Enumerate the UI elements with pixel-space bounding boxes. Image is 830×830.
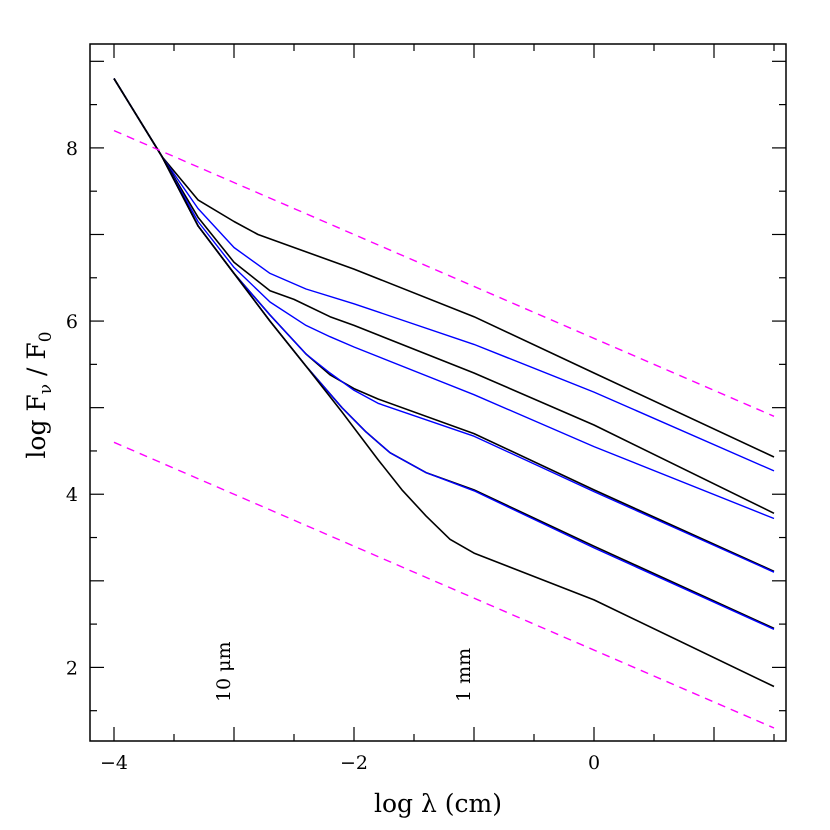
y-axis-label-sub2: 0 — [36, 331, 56, 342]
annotation-layer: 10 μm 1 mm — [213, 641, 475, 702]
x-tick-label: 0 — [588, 752, 600, 774]
y-axis-label-mid: / F — [22, 342, 51, 384]
x-tick-label: −4 — [100, 752, 128, 774]
plot-frame — [89, 43, 787, 742]
series-line-9-black — [113, 78, 775, 688]
wavelength-annotation: 1 mm — [453, 648, 475, 702]
x-axis-label: log λ (cm) — [374, 789, 502, 818]
x-tick-label: −2 — [340, 752, 368, 774]
series-line-3-black — [113, 78, 775, 515]
ticks-layer: −4 −2 0 2 4 6 8 — [66, 44, 786, 774]
series-line-4-blue — [113, 78, 775, 520]
y-axis-label: log Fν / F0 — [22, 331, 56, 458]
y-tick-label: 2 — [66, 657, 78, 679]
series-layer — [113, 78, 775, 729]
series-line-10-magenta — [113, 129, 775, 417]
y-axis-label-main: log F — [22, 394, 51, 458]
y-tick-label: 8 — [66, 138, 78, 160]
series-line-11-magenta — [113, 441, 775, 729]
wavelength-annotation: 10 μm — [213, 641, 235, 702]
y-axis-label-sub1: ν — [36, 384, 56, 394]
y-tick-label: 6 — [66, 311, 78, 333]
y-tick-label: 4 — [66, 484, 78, 506]
series-line-1-black — [113, 78, 775, 458]
series-line-2-blue — [113, 78, 775, 472]
